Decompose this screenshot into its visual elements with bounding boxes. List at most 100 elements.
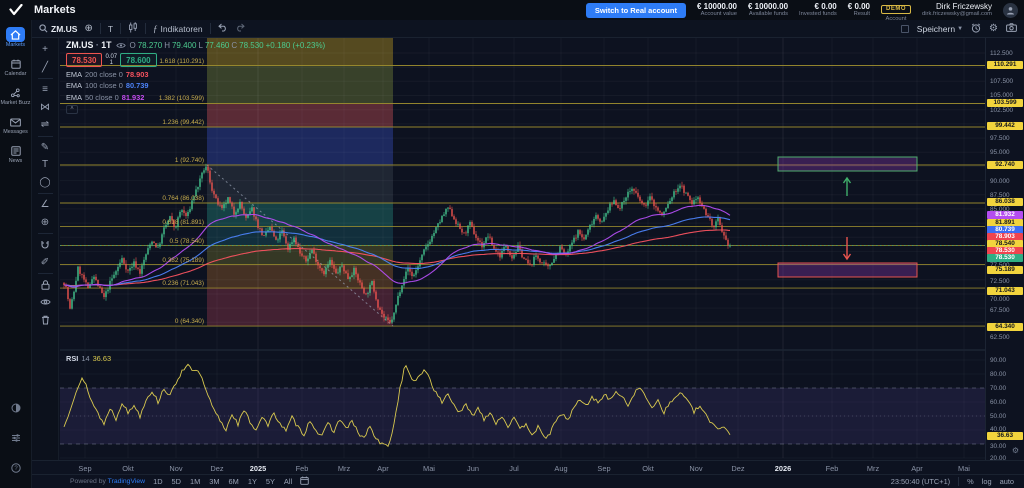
user-info[interactable]: Dirk Friczewsky dirk.friczewsky@gmail.co… [922, 2, 992, 19]
preferences-icon[interactable] [11, 430, 21, 448]
time-axis[interactable]: Sep Okt Nov Dez 2025 Feb Mrz Apr Mai Jun Jul Aug Sep… [32, 460, 1024, 474]
range-button-6m[interactable]: 6M [228, 477, 239, 486]
candle-body [133, 261, 135, 267]
candle-body [479, 240, 481, 242]
range-button-1d[interactable]: 1D [153, 477, 163, 486]
avatar[interactable] [1003, 2, 1018, 18]
candle-body [585, 234, 587, 240]
interval-button[interactable]: T [107, 23, 114, 34]
ema-50-line [63, 204, 731, 288]
switch-to-real-button[interactable]: Switch to Real account [585, 2, 686, 18]
brush-tool[interactable]: ✎ [40, 141, 50, 153]
sidebar-item-markets[interactable]: Markets [1, 23, 31, 54]
undo-button[interactable] [217, 23, 228, 34]
eye-icon[interactable] [115, 42, 126, 49]
candle-body [597, 215, 599, 219]
sidebar-item-calendar[interactable]: Calendar [1, 54, 31, 83]
lock-all-tool[interactable] [35, 276, 56, 294]
price-label-chip: 36.63 [987, 432, 1023, 440]
buzz-icon [7, 87, 24, 100]
help-icon[interactable]: ? [10, 460, 21, 478]
toolbar-divider [37, 193, 53, 194]
measure-tool[interactable]: ∠ [40, 199, 50, 211]
candle-body [673, 191, 675, 198]
price-label-chip: 99.442 [987, 122, 1023, 130]
redo-button[interactable] [235, 23, 245, 34]
scale-button-log[interactable]: log [981, 477, 992, 486]
legend-collapse-button[interactable]: ˄ [66, 104, 78, 114]
drawing-mode-tool[interactable]: ✐ [40, 256, 50, 268]
candle-body [379, 307, 381, 310]
range-button-5d[interactable]: 5D [171, 477, 181, 486]
chart-type-button[interactable] [128, 22, 138, 35]
fib-retracement-tool[interactable]: ≡ [42, 84, 48, 96]
candle-body [433, 233, 435, 236]
chart-canvas[interactable] [60, 38, 985, 460]
candle-body [141, 265, 143, 274]
account-stat: € 10000.00 Available funds [748, 2, 788, 18]
buy-button[interactable]: 78.600 [120, 53, 157, 67]
candle-body [495, 248, 497, 252]
candle-body [249, 211, 251, 215]
pattern-tool[interactable]: ⋈ [40, 101, 50, 113]
ema-legend-row: EMA 200 close 0 78.903 [66, 70, 325, 79]
candle-body [455, 219, 457, 224]
sidebar-item-news[interactable]: News [1, 141, 31, 170]
sidebar-item-market-buzz[interactable]: Market Buzz [1, 83, 31, 112]
candle-body [115, 271, 117, 275]
alert-button[interactable] [971, 23, 981, 35]
tradingview-link[interactable]: TradingView [107, 478, 146, 485]
sell-button[interactable]: 78.530 [66, 53, 103, 67]
candle-body [349, 277, 351, 279]
candle-body [383, 313, 385, 318]
candle-body [65, 285, 67, 288]
position-tool[interactable]: ⇌ [40, 119, 50, 131]
magnet-tool[interactable] [35, 236, 56, 254]
candle-body [541, 262, 543, 264]
candle-body [323, 270, 325, 275]
text-tool[interactable]: T [41, 159, 49, 171]
candle-body [89, 284, 91, 288]
sidebar-item-messages[interactable]: Messages [1, 112, 31, 141]
autosave-checkbox[interactable] [900, 24, 909, 33]
candle-body [483, 243, 485, 248]
settings-button[interactable]: ⚙ [989, 23, 998, 34]
hide-all-tool[interactable] [35, 294, 56, 312]
compare-add-button[interactable]: ⊕ [84, 23, 93, 34]
candle-body [709, 216, 711, 219]
stat-label: Result [853, 11, 871, 18]
candle-body [365, 293, 367, 295]
scale-button-auto[interactable]: auto [999, 477, 1014, 486]
crosshair-tool[interactable]: + [42, 44, 48, 56]
range-button-5y[interactable]: 5Y [265, 477, 275, 486]
trendline-tool[interactable]: ╱ [41, 61, 49, 73]
candle-body [707, 215, 709, 217]
theme-icon[interactable] [11, 400, 21, 418]
candle-body [613, 200, 615, 205]
indicators-button[interactable]: ƒ Indikatoren [153, 24, 203, 34]
range-button-1y[interactable]: 1Y [247, 477, 257, 486]
brand-logo[interactable] [0, 4, 32, 16]
clock-display[interactable]: 23:50:40 (UTC+1) [890, 477, 951, 486]
price-tick: 97.500 [990, 134, 1010, 142]
scale-button-%[interactable]: % [967, 477, 974, 486]
candle-body [691, 200, 693, 205]
go-to-date-button[interactable] [300, 476, 309, 487]
symbol-search[interactable]: ZM.US [39, 24, 77, 34]
save-layout-button[interactable]: Speichern ▼ [917, 24, 963, 34]
range-button-all[interactable]: All [283, 477, 293, 486]
candle-body [215, 194, 217, 199]
shapes-tool[interactable]: ◯ [39, 176, 51, 188]
rsi-settings-gear-icon[interactable]: ⚙ [1011, 446, 1019, 455]
remove-all-tool[interactable] [35, 311, 56, 329]
zoom-in-tool[interactable]: ⊕ [40, 216, 50, 228]
time-axis-label: 2025 [249, 464, 267, 473]
price-axis[interactable]: ⚙ 112.500 107.500 105.000 102.500 97.500 95.0… [985, 38, 1024, 462]
candle-body [201, 172, 203, 179]
screenshot-button[interactable] [1006, 23, 1017, 34]
stat-value: € 0.00 [847, 2, 871, 12]
range-button-1m[interactable]: 1M [189, 477, 201, 486]
range-button-3m[interactable]: 3M [209, 477, 220, 486]
time-axis-label: Apr [377, 464, 389, 473]
candle-body [213, 190, 215, 195]
